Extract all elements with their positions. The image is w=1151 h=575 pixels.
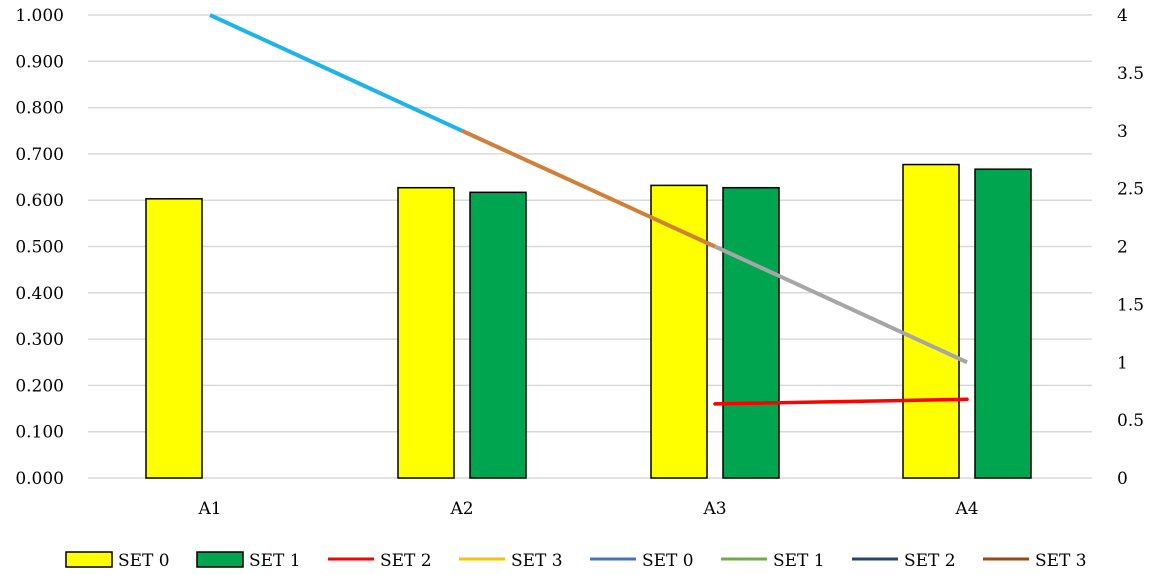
right-tick-label: 1.5 (1117, 295, 1144, 315)
left-axis: 0.000 0.100 0.200 0.300 0.400 0.500 0.600 0.700… (15, 6, 64, 489)
category-label: A1 (197, 499, 221, 519)
bar-set-0-a1 (145, 198, 203, 479)
right-tick-label: 0.5 (1117, 411, 1144, 431)
legend: SET 0 SET 1 SET 2 SET 3 SET 0 SET 1 SET 2 SET 3 (65, 551, 1087, 571)
right-tick-label: 0 (1117, 469, 1128, 489)
legend-label: SET 2 (380, 551, 432, 571)
legend-item: SET 0 (590, 551, 694, 571)
right-tick-label: 4 (1117, 6, 1128, 26)
gridlines (88, 14, 1092, 479)
left-tick-label: 0.300 (15, 330, 64, 350)
left-tick-label: 0.900 (15, 52, 64, 72)
legend-swatch (196, 551, 244, 568)
left-tick-label: 0.500 (15, 238, 64, 258)
left-tick-label: 0.000 (15, 469, 64, 489)
legend-item: SET 3 (983, 551, 1087, 571)
category-label: A4 (954, 499, 978, 519)
legend-label: SET 3 (1035, 551, 1087, 571)
left-tick-label: 0.400 (15, 284, 64, 304)
legend-item: SET 1 (721, 551, 825, 571)
trend-segment (714, 244, 968, 365)
legend-label: SET 2 (904, 551, 956, 571)
bar-set-1-a2 (469, 191, 527, 479)
legend-label: SET 0 (118, 551, 170, 571)
left-tick-label: 0.200 (15, 376, 64, 396)
legend-label: SET 3 (511, 551, 563, 571)
category-label: A2 (449, 499, 473, 519)
right-tick-label: 1 (1117, 353, 1128, 373)
legend-label: SET 1 (773, 551, 825, 571)
bar-set-0-a4 (902, 163, 960, 479)
right-axis: 0 0.5 1 1.5 2 2.5 3 3.5 4 (1117, 6, 1144, 489)
bar-set-1-a3 (722, 186, 780, 479)
left-tick-label: 0.600 (15, 191, 64, 211)
line-set-2 (713, 397, 969, 406)
legend-label: SET 1 (249, 551, 301, 571)
left-tick-label: 0.800 (15, 99, 64, 119)
legend-item: SET 3 (459, 551, 563, 571)
x-axis: A1 A2 A3 A4 (197, 499, 978, 519)
legend-item: SET 2 (328, 551, 432, 571)
left-tick-label: 0.700 (15, 145, 64, 165)
legend-item: SET 2 (852, 551, 956, 571)
right-tick-label: 2.5 (1117, 180, 1144, 200)
category-label: A3 (702, 499, 726, 519)
left-tick-label: 0.100 (15, 423, 64, 443)
bar-set-0-a2 (397, 186, 455, 479)
left-tick-label: 1.000 (15, 6, 64, 26)
right-tick-label: 2 (1117, 238, 1128, 258)
legend-swatch (65, 551, 113, 568)
bar-set-0-a3 (650, 184, 708, 479)
legend-item: SET 1 (196, 551, 301, 571)
legend-label: SET 0 (642, 551, 694, 571)
bars (145, 163, 1032, 479)
bar-set-1-a4 (974, 168, 1032, 479)
legend-item: SET 0 (65, 551, 170, 571)
series-lines (209, 13, 969, 406)
trend-segment (461, 128, 716, 249)
right-tick-label: 3 (1117, 122, 1128, 142)
right-tick-label: 3.5 (1117, 64, 1144, 84)
trend-segment (209, 13, 463, 133)
